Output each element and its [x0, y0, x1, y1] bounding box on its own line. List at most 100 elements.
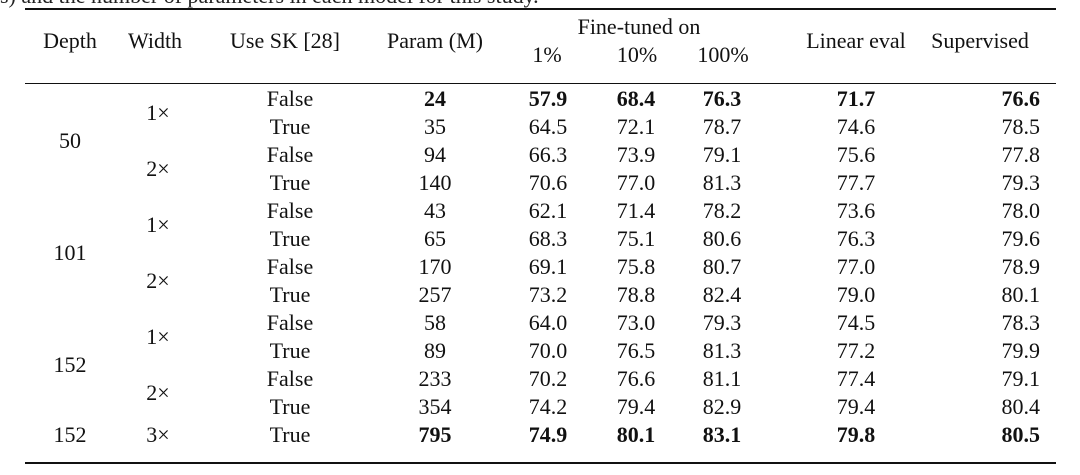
- cell-param: 89: [424, 338, 446, 363]
- width-label: 2×: [146, 156, 170, 181]
- cell-use-sk: True: [269, 422, 311, 447]
- cell-ft-10pct: 76.6: [616, 366, 656, 391]
- cell-ft-1pct: 64.5: [528, 114, 568, 139]
- cell-supervised: 80.4: [1001, 394, 1041, 419]
- cell-ft-10pct: 76.5: [616, 338, 656, 363]
- cell-supervised: 79.6: [1001, 226, 1041, 251]
- cell-param: 354: [418, 394, 452, 419]
- cell-use-sk: True: [269, 170, 311, 195]
- cell-supervised: 78.0: [1001, 198, 1041, 223]
- cell-ft-1pct: 66.3: [528, 142, 568, 167]
- cell-ft-100pct: 79.3: [702, 310, 742, 335]
- cell-ft-1pct: 70.2: [528, 366, 568, 391]
- cell-ft-1pct: 70.0: [528, 338, 568, 363]
- width-label: 2×: [146, 268, 170, 293]
- cell-ft-10pct: 73.9: [616, 142, 656, 167]
- cell-ft-100pct: 81.3: [702, 338, 742, 363]
- cell-use-sk: False: [266, 198, 314, 223]
- cell-ft-1pct: 68.3: [528, 226, 568, 251]
- cell-ft-1pct: 73.2: [528, 282, 568, 307]
- cell-supervised: 78.3: [1001, 310, 1041, 335]
- cell-ft-100pct: 76.3: [702, 86, 742, 111]
- cell-use-sk: True: [269, 338, 311, 363]
- cell-param: 35: [424, 114, 446, 139]
- cell-ft-10pct: 77.0: [616, 170, 656, 195]
- header-ft-100pct: 100%: [697, 42, 749, 67]
- cell-linear-eval: 74.5: [836, 310, 876, 335]
- cell-ft-1pct: 62.1: [528, 198, 568, 223]
- header-depth: Depth: [43, 28, 97, 53]
- cell-ft-10pct: 72.1: [616, 114, 656, 139]
- cell-param: 257: [418, 282, 452, 307]
- cell-ft-10pct: 71.4: [616, 198, 656, 223]
- cell-ft-100pct: 80.6: [702, 226, 742, 251]
- cell-param: 43: [424, 198, 446, 223]
- cell-linear-eval: 74.6: [836, 114, 876, 139]
- cell-use-sk: True: [269, 282, 311, 307]
- cell-param: 24: [424, 86, 446, 111]
- cell-ft-10pct: 75.8: [616, 254, 656, 279]
- cell-linear-eval: 79.0: [836, 282, 876, 307]
- cell-param: 170: [418, 254, 452, 279]
- cell-linear-eval: 79.8: [836, 422, 876, 447]
- header-supervised: Supervised: [931, 28, 1029, 53]
- cell-ft-100pct: 82.4: [702, 282, 742, 307]
- width-label: 1×: [146, 212, 170, 237]
- width-label: 1×: [146, 324, 170, 349]
- cell-ft-1pct: 74.2: [528, 394, 568, 419]
- cell-ft-100pct: 79.1: [702, 142, 742, 167]
- header-width: Width: [127, 28, 183, 53]
- cell-ft-1pct: 70.6: [528, 170, 568, 195]
- cell-supervised: 76.6: [1001, 86, 1041, 111]
- cell-supervised: 80.5: [1001, 422, 1041, 447]
- cell-linear-eval: 71.7: [836, 86, 876, 111]
- cell-use-sk: True: [269, 226, 311, 251]
- cell-supervised: 77.8: [1001, 142, 1041, 167]
- header-ft-1pct: 1%: [532, 42, 562, 67]
- header-linear-eval: Linear eval: [806, 28, 906, 53]
- cell-param: 795: [418, 422, 452, 447]
- cell-linear-eval: 77.7: [836, 170, 876, 195]
- cell-supervised: 80.1: [1001, 282, 1041, 307]
- cell-supervised: 79.1: [1001, 366, 1041, 391]
- cell-use-sk: False: [266, 366, 314, 391]
- depth-label: 152: [53, 352, 87, 377]
- depth-label: 50: [59, 128, 81, 153]
- cell-linear-eval: 77.2: [836, 338, 876, 363]
- cell-param: 140: [418, 170, 452, 195]
- cell-supervised: 79.3: [1001, 170, 1041, 195]
- cell-param: 94: [424, 142, 446, 167]
- cell-param: 58: [424, 310, 446, 335]
- cell-ft-100pct: 78.2: [702, 198, 742, 223]
- cell-ft-100pct: 81.3: [702, 170, 742, 195]
- cell-ft-1pct: 74.9: [528, 422, 568, 447]
- cell-ft-100pct: 78.7: [702, 114, 742, 139]
- cell-use-sk: False: [266, 254, 314, 279]
- cell-linear-eval: 77.0: [836, 254, 876, 279]
- width-label: 3×: [146, 422, 170, 447]
- cell-linear-eval: 76.3: [836, 226, 876, 251]
- depth-label: 152: [53, 422, 87, 447]
- caption-fragment: s) and the number of parameters in each …: [0, 0, 539, 9]
- depth-label: 101: [53, 240, 87, 265]
- table-top-rule: [25, 8, 1056, 10]
- header-fine-tuned-on: Fine-tuned on: [577, 14, 701, 39]
- cell-linear-eval: 79.4: [836, 394, 876, 419]
- cell-ft-100pct: 81.1: [702, 366, 742, 391]
- width-label: 2×: [146, 380, 170, 405]
- cell-ft-10pct: 78.8: [616, 282, 656, 307]
- cell-ft-10pct: 75.1: [616, 226, 656, 251]
- cell-ft-100pct: 83.1: [702, 422, 742, 447]
- cell-linear-eval: 73.6: [836, 198, 876, 223]
- cell-ft-100pct: 80.7: [702, 254, 742, 279]
- cell-ft-1pct: 64.0: [528, 310, 568, 335]
- cell-ft-1pct: 57.9: [528, 86, 568, 111]
- cell-supervised: 78.5: [1001, 114, 1041, 139]
- cell-ft-100pct: 82.9: [702, 394, 742, 419]
- header-param: Param (M): [387, 28, 483, 53]
- cell-param: 65: [424, 226, 446, 251]
- cell-ft-10pct: 79.4: [616, 394, 656, 419]
- cell-use-sk: False: [266, 310, 314, 335]
- cell-param: 233: [418, 366, 452, 391]
- cell-ft-10pct: 73.0: [616, 310, 656, 335]
